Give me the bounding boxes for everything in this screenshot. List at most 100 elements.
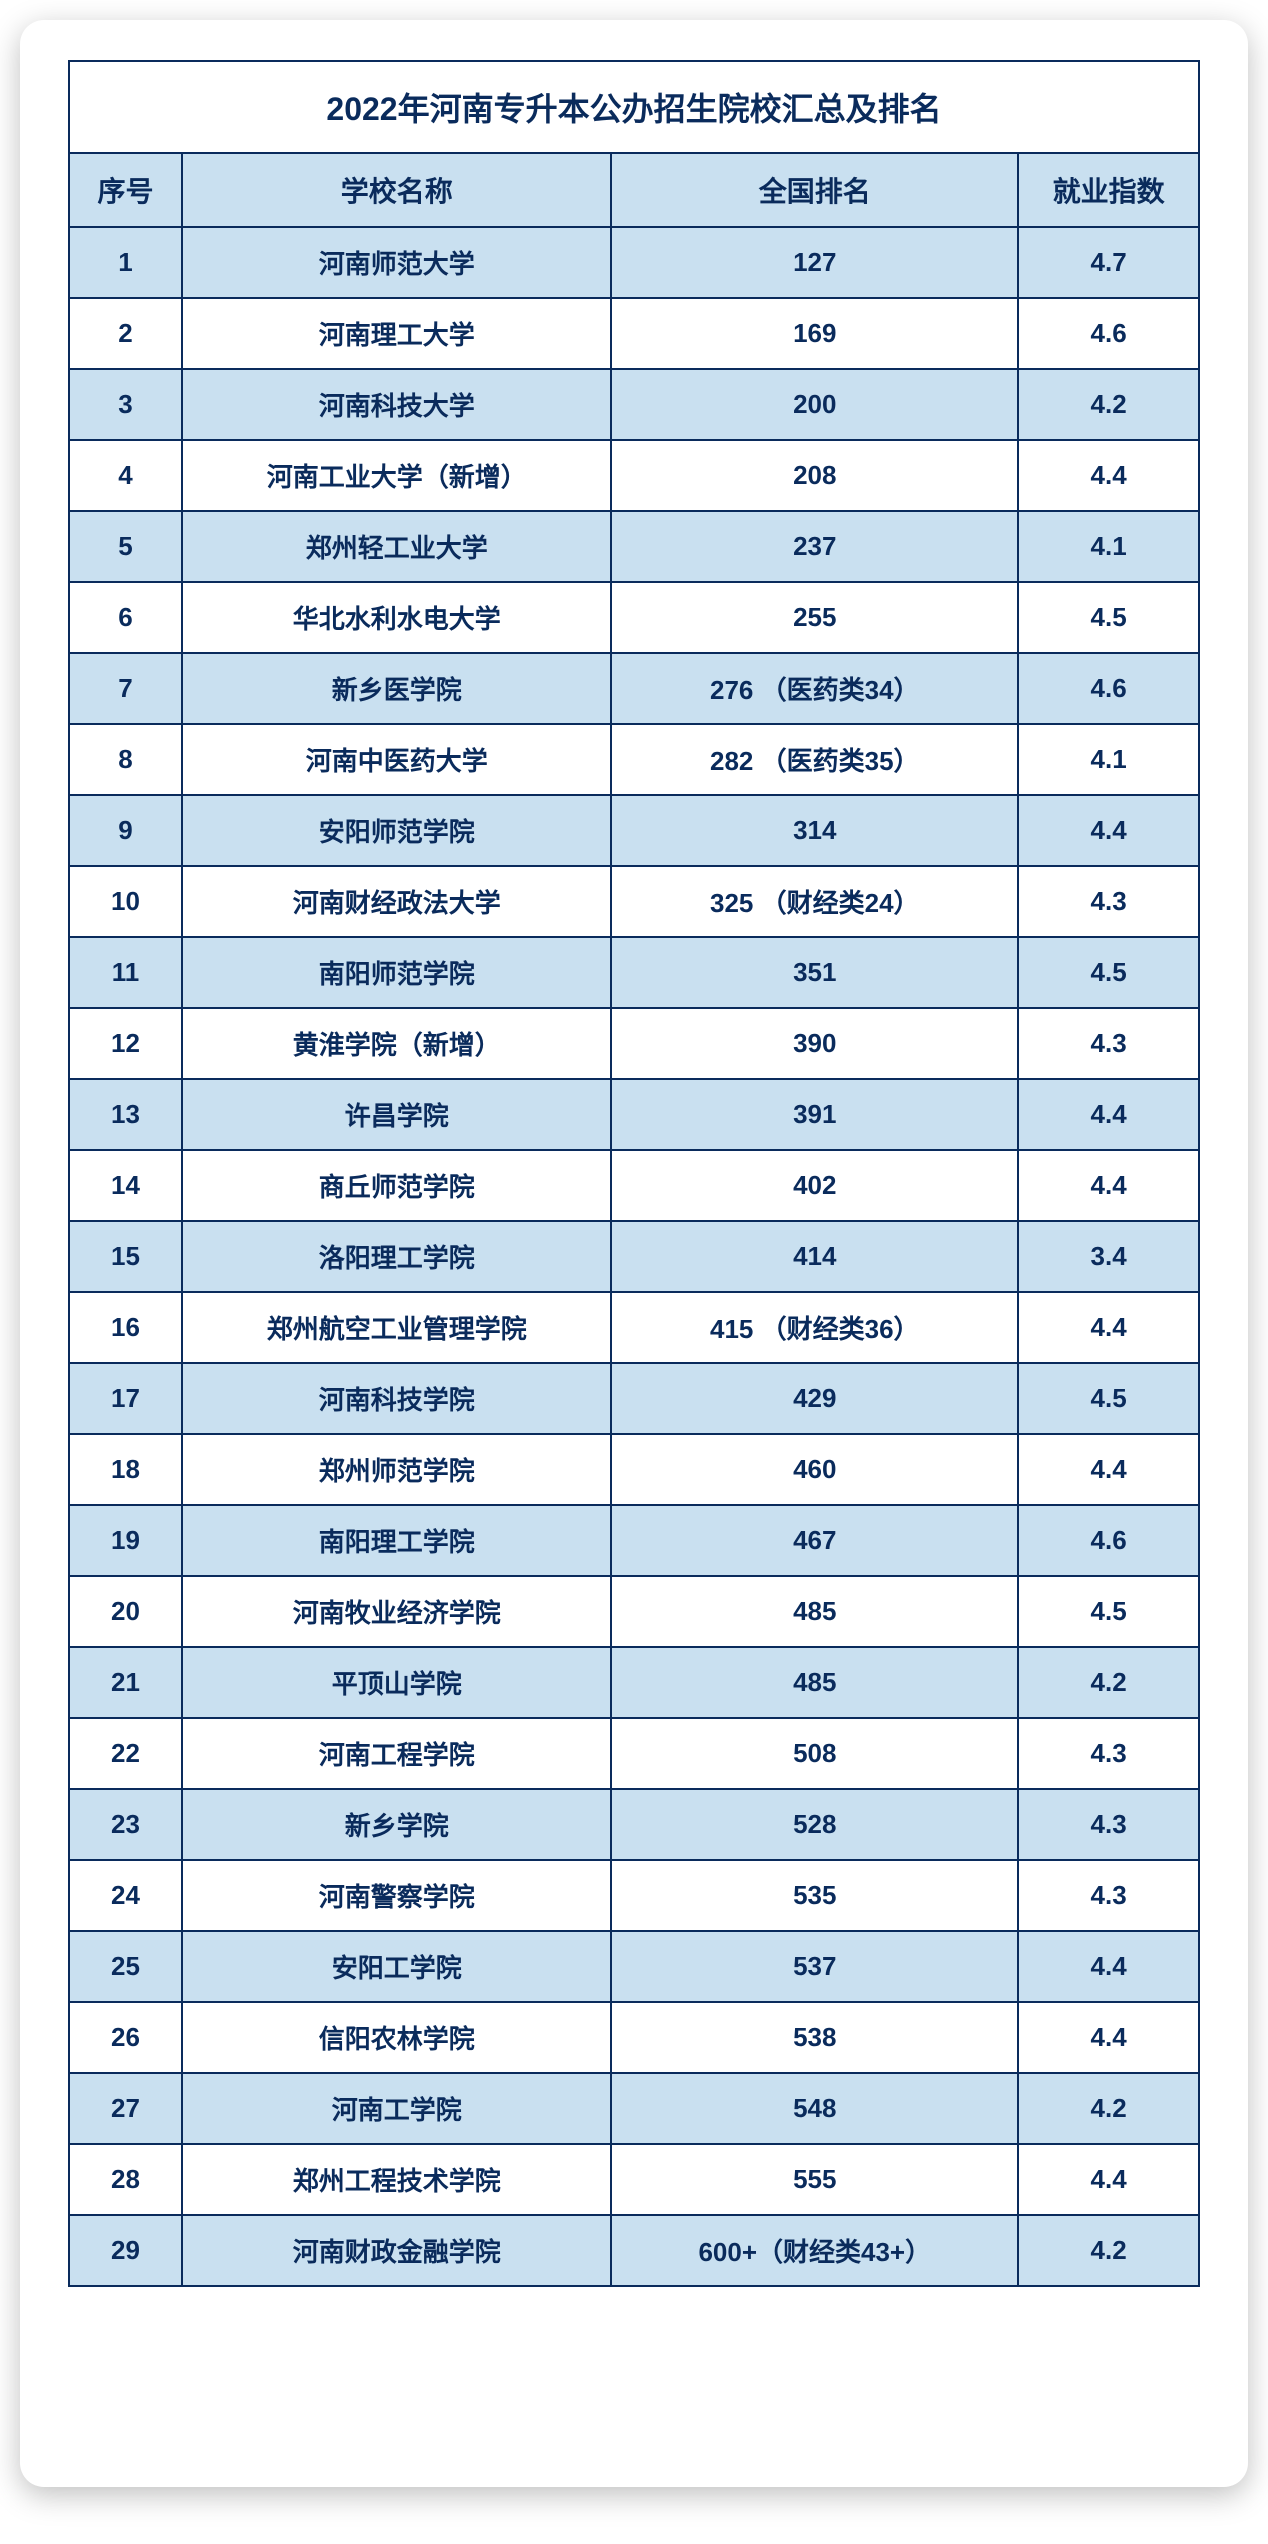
cell-index: 9 xyxy=(69,795,182,866)
cell-rank: 467 xyxy=(611,1505,1018,1576)
cell-index: 2 xyxy=(69,298,182,369)
table-row: 11南阳师范学院3514.5 xyxy=(69,937,1199,1008)
table-row: 4河南工业大学（新增）2084.4 xyxy=(69,440,1199,511)
cell-rank: 208 xyxy=(611,440,1018,511)
cell-emp: 4.1 xyxy=(1018,724,1199,795)
table-row: 26信阳农林学院5384.4 xyxy=(69,2002,1199,2073)
cell-rank: 127 xyxy=(611,227,1018,298)
cell-name: 南阳理工学院 xyxy=(182,1505,611,1576)
cell-rank: 325 （财经类24） xyxy=(611,866,1018,937)
cell-name: 河南科技学院 xyxy=(182,1363,611,1434)
cell-rank: 314 xyxy=(611,795,1018,866)
cell-rank: 429 xyxy=(611,1363,1018,1434)
cell-name: 河南牧业经济学院 xyxy=(182,1576,611,1647)
cell-name: 河南警察学院 xyxy=(182,1860,611,1931)
cell-emp: 4.3 xyxy=(1018,1008,1199,1079)
cell-name: 南阳师范学院 xyxy=(182,937,611,1008)
cell-name: 河南工学院 xyxy=(182,2073,611,2144)
cell-emp: 4.3 xyxy=(1018,1860,1199,1931)
cell-rank: 555 xyxy=(611,2144,1018,2215)
cell-index: 3 xyxy=(69,369,182,440)
cell-name: 商丘师范学院 xyxy=(182,1150,611,1221)
cell-name: 郑州轻工业大学 xyxy=(182,511,611,582)
cell-emp: 4.4 xyxy=(1018,795,1199,866)
table-body: 1河南师范大学1274.72河南理工大学1694.63河南科技大学2004.24… xyxy=(69,227,1199,2286)
table-row: 29河南财政金融学院600+（财经类43+）4.2 xyxy=(69,2215,1199,2286)
cell-emp: 4.2 xyxy=(1018,369,1199,440)
cell-rank: 237 xyxy=(611,511,1018,582)
cell-index: 4 xyxy=(69,440,182,511)
cell-rank: 548 xyxy=(611,2073,1018,2144)
ranking-table: 2022年河南专升本公办招生院校汇总及排名 序号 学校名称 全国排名 就业指数 … xyxy=(68,60,1200,2287)
table-row: 21平顶山学院4854.2 xyxy=(69,1647,1199,1718)
cell-index: 23 xyxy=(69,1789,182,1860)
table-row: 7新乡医学院276 （医药类34）4.6 xyxy=(69,653,1199,724)
cell-name: 河南财政金融学院 xyxy=(182,2215,611,2286)
cell-rank: 460 xyxy=(611,1434,1018,1505)
cell-emp: 4.4 xyxy=(1018,2002,1199,2073)
cell-name: 安阳工学院 xyxy=(182,1931,611,2002)
cell-index: 22 xyxy=(69,1718,182,1789)
cell-index: 14 xyxy=(69,1150,182,1221)
cell-rank: 485 xyxy=(611,1576,1018,1647)
cell-emp: 4.1 xyxy=(1018,511,1199,582)
cell-name: 河南工业大学（新增） xyxy=(182,440,611,511)
cell-index: 29 xyxy=(69,2215,182,2286)
cell-index: 5 xyxy=(69,511,182,582)
cell-rank: 351 xyxy=(611,937,1018,1008)
cell-emp: 4.4 xyxy=(1018,1434,1199,1505)
cell-name: 信阳农林学院 xyxy=(182,2002,611,2073)
cell-emp: 3.4 xyxy=(1018,1221,1199,1292)
cell-name: 华北水利水电大学 xyxy=(182,582,611,653)
cell-rank: 402 xyxy=(611,1150,1018,1221)
cell-index: 27 xyxy=(69,2073,182,2144)
cell-emp: 4.4 xyxy=(1018,2144,1199,2215)
cell-rank: 485 xyxy=(611,1647,1018,1718)
cell-name: 河南中医药大学 xyxy=(182,724,611,795)
cell-rank: 508 xyxy=(611,1718,1018,1789)
cell-rank: 255 xyxy=(611,582,1018,653)
cell-name: 郑州工程技术学院 xyxy=(182,2144,611,2215)
cell-rank: 528 xyxy=(611,1789,1018,1860)
cell-index: 1 xyxy=(69,227,182,298)
col-header-name: 学校名称 xyxy=(182,153,611,227)
cell-emp: 4.4 xyxy=(1018,1079,1199,1150)
table-row: 18郑州师范学院4604.4 xyxy=(69,1434,1199,1505)
table-row: 22河南工程学院5084.3 xyxy=(69,1718,1199,1789)
cell-index: 25 xyxy=(69,1931,182,2002)
table-row: 25安阳工学院5374.4 xyxy=(69,1931,1199,2002)
cell-index: 20 xyxy=(69,1576,182,1647)
cell-index: 24 xyxy=(69,1860,182,1931)
cell-emp: 4.6 xyxy=(1018,298,1199,369)
table-row: 9安阳师范学院3144.4 xyxy=(69,795,1199,866)
table-row: 20河南牧业经济学院4854.5 xyxy=(69,1576,1199,1647)
table-row: 12黄淮学院（新增）3904.3 xyxy=(69,1008,1199,1079)
cell-rank: 415 （财经类36） xyxy=(611,1292,1018,1363)
cell-index: 26 xyxy=(69,2002,182,2073)
cell-emp: 4.5 xyxy=(1018,937,1199,1008)
cell-emp: 4.3 xyxy=(1018,866,1199,937)
title-row: 2022年河南专升本公办招生院校汇总及排名 xyxy=(69,61,1199,153)
table-row: 8河南中医药大学282 （医药类35）4.1 xyxy=(69,724,1199,795)
table-row: 23新乡学院5284.3 xyxy=(69,1789,1199,1860)
cell-emp: 4.6 xyxy=(1018,1505,1199,1576)
cell-name: 新乡学院 xyxy=(182,1789,611,1860)
cell-rank: 200 xyxy=(611,369,1018,440)
cell-emp: 4.4 xyxy=(1018,1292,1199,1363)
cell-name: 河南理工大学 xyxy=(182,298,611,369)
table-row: 14商丘师范学院4024.4 xyxy=(69,1150,1199,1221)
table-row: 1河南师范大学1274.7 xyxy=(69,227,1199,298)
cell-emp: 4.3 xyxy=(1018,1718,1199,1789)
table-row: 13许昌学院3914.4 xyxy=(69,1079,1199,1150)
cell-index: 7 xyxy=(69,653,182,724)
col-header-index: 序号 xyxy=(69,153,182,227)
table-row: 5郑州轻工业大学2374.1 xyxy=(69,511,1199,582)
cell-emp: 4.5 xyxy=(1018,582,1199,653)
cell-name: 郑州航空工业管理学院 xyxy=(182,1292,611,1363)
cell-index: 10 xyxy=(69,866,182,937)
cell-rank: 600+（财经类43+） xyxy=(611,2215,1018,2286)
cell-emp: 4.6 xyxy=(1018,653,1199,724)
cell-name: 河南师范大学 xyxy=(182,227,611,298)
table-row: 24河南警察学院5354.3 xyxy=(69,1860,1199,1931)
cell-name: 黄淮学院（新增） xyxy=(182,1008,611,1079)
